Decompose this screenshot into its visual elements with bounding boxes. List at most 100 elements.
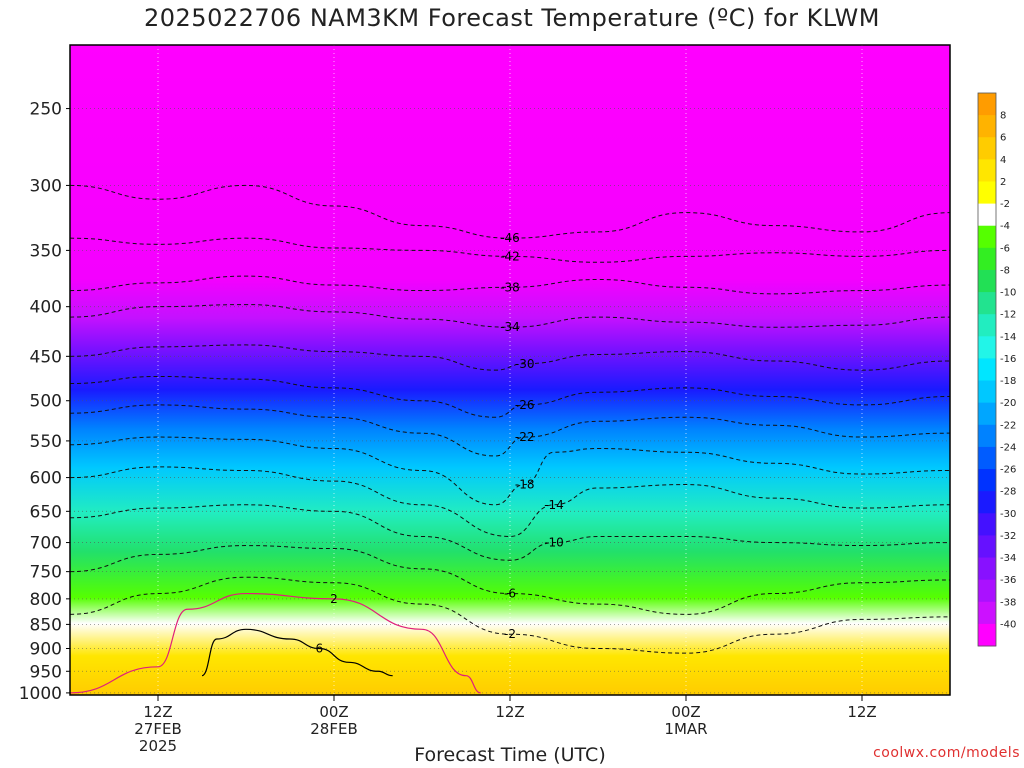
isotherm-line bbox=[70, 237, 950, 263]
colorbar-label: -26 bbox=[1000, 465, 1016, 476]
contour-label: -26 bbox=[515, 398, 535, 412]
colorbar-segment bbox=[978, 513, 996, 536]
colorbar-label: -2 bbox=[1000, 199, 1010, 210]
y-tick-label: 350 bbox=[30, 241, 62, 261]
isotherm-line bbox=[70, 404, 950, 457]
contour-label: -30 bbox=[515, 357, 535, 371]
colorbar-segment bbox=[978, 601, 996, 625]
colorbar-label: -18 bbox=[1000, 376, 1016, 387]
isotherm-line bbox=[70, 504, 950, 561]
y-tick-label: 600 bbox=[30, 469, 62, 489]
isotherm-line bbox=[70, 304, 950, 328]
colorbar-label: 8 bbox=[1000, 111, 1006, 122]
colorbar-label: -40 bbox=[1000, 619, 1016, 630]
colorbar-segment bbox=[978, 181, 996, 205]
y-tick-label: 400 bbox=[30, 298, 62, 318]
colorbar-segment bbox=[978, 579, 996, 603]
colorbar-segment bbox=[978, 314, 996, 337]
colorbar-frame bbox=[977, 92, 997, 647]
colorbar-label: -4 bbox=[1000, 221, 1010, 232]
chart-title: 2025022706 NAM3KM Forecast Temperature (… bbox=[144, 4, 880, 32]
colorbar-label: -14 bbox=[1000, 332, 1016, 343]
plot-area: -46-42-38-34-30-26-22-18-14-10-6-226 bbox=[70, 45, 950, 695]
colorbar-label: 6 bbox=[1000, 133, 1006, 144]
colorbar-segment bbox=[978, 491, 996, 514]
colorbar-segment bbox=[978, 424, 996, 448]
site-credit[interactable]: coolwx.com/models bbox=[873, 745, 1020, 761]
x-tick-label: 28FEB bbox=[310, 720, 357, 738]
y-tick-label: 300 bbox=[30, 176, 62, 196]
y-tick-label: 250 bbox=[30, 100, 62, 120]
colorbar-label: -20 bbox=[1000, 398, 1016, 409]
y-tick-label: 700 bbox=[30, 534, 62, 554]
colorbar-label: -36 bbox=[1000, 575, 1016, 586]
colorbar-label: -8 bbox=[1000, 265, 1010, 276]
colorbar-label: -22 bbox=[1000, 420, 1016, 431]
colorbar-segment bbox=[978, 115, 996, 138]
isotherm-line bbox=[70, 275, 950, 295]
colorbar-label: -38 bbox=[1000, 597, 1016, 608]
isotherm-line bbox=[70, 545, 950, 615]
colorbar-label: -12 bbox=[1000, 310, 1016, 321]
colorbar-label: -28 bbox=[1000, 487, 1016, 498]
contour-label: -18 bbox=[515, 478, 535, 492]
grid-lines bbox=[70, 45, 950, 695]
x-tick-label: 12Z bbox=[495, 703, 524, 721]
colorbar-segment bbox=[978, 137, 996, 160]
isotherm-line bbox=[70, 375, 950, 418]
colorbar-segment bbox=[978, 623, 996, 647]
colorbar-segment bbox=[978, 402, 996, 426]
y-tick-label: 1000 bbox=[19, 684, 62, 704]
y-tick-label: 900 bbox=[30, 639, 62, 659]
colorbar-segment bbox=[978, 446, 996, 470]
contour-label: -46 bbox=[500, 231, 520, 245]
colorbar-label: -34 bbox=[1000, 553, 1016, 564]
colorbar-segment bbox=[978, 225, 996, 249]
y-tick-label: 850 bbox=[30, 615, 62, 635]
isotherm-line bbox=[70, 576, 950, 654]
x-axis-title: Forecast Time (UTC) bbox=[414, 744, 606, 766]
colorbar-segment bbox=[978, 358, 996, 382]
colorbar-segment bbox=[978, 535, 996, 559]
colorbar-label: -32 bbox=[1000, 531, 1016, 542]
isotherm-contours bbox=[70, 184, 950, 694]
x-tick-label: 27FEB bbox=[134, 720, 181, 738]
colorbar: 8 6 4 2 -2 -4 -6 -8 -10 -12 -14 -16 -18 -20 -22 -24 -26 -… bbox=[977, 92, 1016, 647]
x-tick-label: 00Z bbox=[319, 703, 348, 721]
colorbar-label: -30 bbox=[1000, 509, 1016, 520]
contour-label: -22 bbox=[515, 430, 535, 444]
isotherm-line bbox=[70, 592, 481, 694]
contour-label: -42 bbox=[500, 249, 520, 263]
x-tick-label: 12Z bbox=[143, 703, 172, 721]
colorbar-segment bbox=[978, 380, 996, 404]
contour-label: -14 bbox=[544, 498, 564, 512]
contour-label: -10 bbox=[544, 536, 564, 550]
colorbar-segment bbox=[978, 159, 996, 182]
contour-label: -34 bbox=[500, 320, 520, 334]
x-tick-label: 1MAR bbox=[664, 720, 707, 738]
colorbar-label: 4 bbox=[1000, 155, 1006, 166]
y-tick-label: 550 bbox=[30, 432, 62, 452]
y-tick-label: 800 bbox=[30, 590, 62, 610]
colorbar-segment bbox=[978, 336, 996, 359]
isotherm-line bbox=[70, 436, 950, 506]
colorbar-label: 2 bbox=[1000, 177, 1006, 188]
y-tick-label: 750 bbox=[30, 563, 62, 583]
colorbar-segment bbox=[978, 93, 996, 116]
contour-label: 2 bbox=[330, 592, 338, 606]
isotherm-line bbox=[70, 344, 950, 371]
y-tick-label: 500 bbox=[30, 392, 62, 412]
colorbar-segment bbox=[978, 203, 996, 227]
x-tick-label: 12Z bbox=[847, 703, 876, 721]
colorbar-label: -24 bbox=[1000, 442, 1016, 453]
colorbar-segment bbox=[978, 469, 996, 492]
x-tick-label: 00Z bbox=[671, 703, 700, 721]
y-tick-label: 450 bbox=[30, 347, 62, 367]
x-tick-label: 2025 bbox=[139, 737, 177, 755]
isotherm-line bbox=[70, 184, 950, 239]
contour-label: -38 bbox=[500, 280, 520, 294]
colorbar-segment bbox=[978, 247, 996, 271]
isotherm-line bbox=[201, 628, 393, 677]
